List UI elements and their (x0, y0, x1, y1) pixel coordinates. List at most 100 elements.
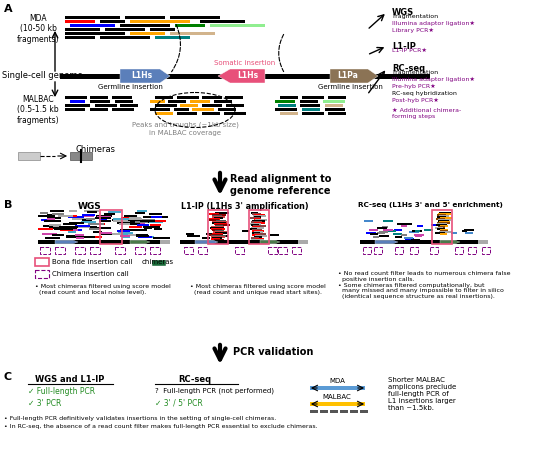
Bar (202, 96, 222, 99)
Bar (350, 410, 358, 413)
Text: MDA: MDA (329, 378, 345, 384)
Bar (113, 220, 130, 222)
Bar (278, 104, 296, 107)
Bar (225, 96, 243, 99)
FancyArrow shape (260, 240, 280, 244)
Bar (180, 240, 300, 244)
Text: L1-IP PCR★: L1-IP PCR★ (392, 48, 427, 53)
Bar (242, 230, 249, 232)
Bar (280, 96, 298, 99)
Bar (175, 24, 205, 27)
Bar (65, 223, 73, 225)
Bar (298, 240, 308, 244)
Bar (138, 236, 152, 238)
Bar (215, 212, 229, 213)
Bar (149, 221, 163, 223)
Bar (52, 213, 64, 215)
Bar (45, 237, 60, 239)
Bar (224, 112, 246, 115)
Text: Germline insertion: Germline insertion (317, 84, 383, 90)
Bar (60, 74, 430, 79)
Bar (75, 234, 84, 236)
Bar (154, 228, 162, 230)
Bar (212, 222, 226, 224)
Bar (340, 410, 348, 413)
Bar (202, 112, 220, 115)
Bar (38, 215, 55, 217)
Text: L1-IP (L1Hs 3' amplification): L1-IP (L1Hs 3' amplification) (181, 202, 309, 211)
Bar (275, 100, 295, 103)
Bar (69, 235, 77, 237)
Bar (180, 104, 198, 107)
Bar (63, 223, 77, 225)
Text: B: B (4, 200, 12, 210)
Bar (252, 220, 265, 221)
Bar (377, 232, 385, 234)
Bar (35, 258, 49, 266)
Bar (363, 247, 371, 254)
Text: RC-seq hybridization: RC-seq hybridization (392, 91, 457, 96)
Bar (65, 96, 87, 99)
Bar (73, 226, 90, 228)
Bar (249, 210, 269, 244)
Text: Germline insertion: Germline insertion (97, 84, 162, 90)
Bar (320, 410, 328, 413)
Bar (90, 247, 100, 254)
Bar (75, 225, 90, 227)
Bar (150, 224, 161, 226)
Bar (404, 237, 413, 239)
Bar (430, 247, 438, 254)
Bar (254, 222, 265, 224)
Bar (210, 227, 224, 228)
Text: • Most chimeras filtered using score model
  (read count and unique read start s: • Most chimeras filtered using score mod… (190, 284, 325, 295)
Bar (40, 247, 50, 254)
Bar (150, 108, 170, 111)
Bar (214, 239, 224, 240)
Bar (431, 224, 436, 226)
Bar (437, 222, 450, 224)
Bar (212, 233, 223, 234)
Bar (440, 217, 452, 219)
Text: chimeras: chimeras (142, 259, 174, 265)
Bar (360, 410, 368, 413)
Bar (369, 229, 378, 231)
Text: RC-seq (L1Hs 3' and 5' enrichment): RC-seq (L1Hs 3' and 5' enrichment) (358, 202, 502, 208)
Bar (437, 214, 446, 215)
Bar (65, 108, 85, 111)
Bar (59, 226, 74, 228)
Text: PCR validation: PCR validation (233, 347, 313, 357)
Bar (436, 218, 445, 219)
Bar (214, 100, 232, 103)
Bar (112, 108, 134, 111)
Bar (251, 237, 259, 239)
Bar (96, 215, 112, 217)
Bar (42, 233, 57, 235)
Bar (109, 233, 121, 235)
Bar (135, 247, 145, 254)
Bar (254, 233, 266, 234)
Bar (435, 227, 443, 228)
Bar (68, 227, 77, 229)
Bar (122, 236, 130, 238)
Bar (270, 234, 279, 236)
Bar (81, 221, 96, 223)
Bar (84, 210, 99, 212)
Bar (123, 223, 140, 225)
Bar (174, 108, 189, 111)
Bar (435, 232, 445, 233)
Bar (150, 247, 160, 254)
Bar (44, 220, 61, 222)
Bar (438, 219, 451, 220)
Bar (40, 212, 48, 214)
Bar (88, 223, 104, 225)
Bar (95, 104, 117, 107)
Bar (250, 223, 261, 225)
Bar (388, 230, 396, 232)
Bar (100, 220, 110, 222)
Bar (310, 402, 365, 406)
Bar (82, 214, 95, 216)
Bar (250, 217, 260, 219)
Bar (212, 215, 222, 217)
Bar (131, 223, 140, 225)
Bar (150, 28, 175, 30)
